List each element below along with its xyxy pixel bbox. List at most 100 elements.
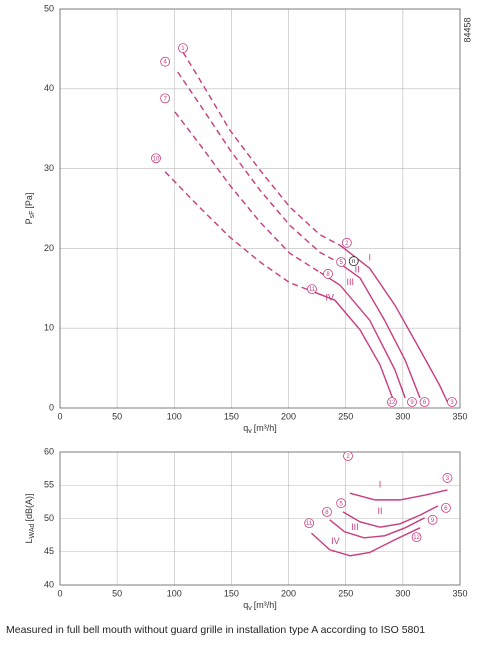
operating-point xyxy=(442,473,453,483)
operating-point xyxy=(178,43,188,54)
y-tick-label: 45 xyxy=(44,546,54,556)
operating-point-label: 4 xyxy=(163,60,167,66)
y-label-main: P xyxy=(24,218,34,224)
curve-dashed xyxy=(182,51,341,246)
x-tick-label: 250 xyxy=(338,588,353,598)
series-label: I xyxy=(379,480,382,490)
x-tick-label: 250 xyxy=(338,411,353,421)
operating-point xyxy=(407,397,417,407)
x-label-main: q xyxy=(243,600,248,610)
curve-solid xyxy=(349,489,448,501)
x-tick-label: 350 xyxy=(452,588,467,598)
caption: Measured in full bell mouth without guar… xyxy=(6,624,425,636)
x-tick-label: 50 xyxy=(112,588,122,598)
x-tick-label: 200 xyxy=(281,588,296,598)
series-label: III xyxy=(347,277,355,287)
plot-frame xyxy=(59,451,461,586)
operating-point xyxy=(322,506,332,517)
operating-point xyxy=(411,532,422,543)
operating-point-label: 1 xyxy=(181,46,185,52)
operating-point-label: 9 xyxy=(410,400,414,406)
operating-point-label: 11 xyxy=(309,287,316,293)
x-label-sub: v xyxy=(248,605,252,612)
x-tick-label: 200 xyxy=(281,411,296,421)
curve-solid xyxy=(314,291,394,399)
x-axis-label: qv [m³/h] xyxy=(243,423,277,434)
y-label-unit: [Pa] xyxy=(24,193,34,209)
operating-point xyxy=(427,514,438,525)
y-label-sub: sF xyxy=(29,211,36,219)
operating-point-label: 12 xyxy=(389,400,396,406)
y-tick-label: 0 xyxy=(49,402,54,412)
operating-point xyxy=(160,56,171,67)
y-tick-label: 20 xyxy=(44,243,54,253)
operating-point xyxy=(307,284,317,294)
operating-point xyxy=(341,237,352,248)
y-label-main: L xyxy=(24,538,34,543)
curve-solid xyxy=(319,271,406,399)
operating-point xyxy=(419,397,430,407)
x-tick-label: 100 xyxy=(167,588,182,598)
series-label: I xyxy=(368,252,371,262)
y-tick-label: 40 xyxy=(44,83,54,93)
x-tick-label: 350 xyxy=(452,411,467,421)
operating-point-label: 2 xyxy=(346,454,350,460)
x-label-unit: [m³/h] xyxy=(254,423,277,433)
operating-point-label: 3 xyxy=(446,476,450,482)
y-tick-label: 50 xyxy=(44,513,54,523)
operating-point-label: 10 xyxy=(153,156,160,162)
y-tick-label: 55 xyxy=(44,480,54,490)
series-label: II xyxy=(355,264,360,274)
curve-dashed xyxy=(177,71,339,263)
operating-point-label: 11 xyxy=(306,521,313,527)
x-tick-label: 150 xyxy=(224,411,239,421)
series-label: IV xyxy=(325,292,334,302)
y-tick-label: 60 xyxy=(44,446,54,456)
curve-solid xyxy=(337,261,421,399)
operating-point-label: 5 xyxy=(339,260,343,266)
curve-dashed xyxy=(174,111,321,273)
series-label: III xyxy=(351,522,359,532)
x-tick-label: 0 xyxy=(57,588,62,598)
series-label: II xyxy=(377,506,382,516)
curve-solid xyxy=(339,244,449,403)
x-tick-label: 50 xyxy=(112,411,122,421)
operating-point xyxy=(387,397,397,407)
y-tick-label: 50 xyxy=(44,3,54,13)
x-tick-label: 300 xyxy=(395,588,410,598)
operating-point xyxy=(336,257,347,267)
curve-solid xyxy=(310,527,421,557)
operating-point-label: 5 xyxy=(339,501,343,507)
y-tick-label: 30 xyxy=(44,163,54,173)
operating-point-label: 8 xyxy=(326,272,330,278)
curve-dashed xyxy=(164,171,316,293)
operating-point-label: n xyxy=(352,259,355,265)
operating-point-label: 7 xyxy=(163,96,167,102)
operating-point xyxy=(151,153,161,164)
y-tick-label: 10 xyxy=(44,323,54,333)
x-tick-label: 300 xyxy=(395,411,410,421)
curve-solid xyxy=(342,505,439,528)
x-label-unit: [m³/h] xyxy=(254,600,277,610)
operating-point xyxy=(323,269,333,279)
x-tick-label: 150 xyxy=(224,588,239,598)
operating-point xyxy=(348,256,359,267)
x-label-sub: v xyxy=(248,428,252,435)
x-tick-label: 100 xyxy=(167,411,182,421)
plot-frame xyxy=(59,8,461,409)
x-label-main: q xyxy=(243,423,248,433)
operating-point xyxy=(336,498,347,509)
operating-point-label: 12 xyxy=(413,535,420,541)
operating-point-label: 9 xyxy=(431,518,435,524)
operating-point-label: 6 xyxy=(444,506,448,512)
operating-point-label: 2 xyxy=(345,241,349,247)
curve-solid xyxy=(329,517,425,539)
operating-point xyxy=(441,502,451,513)
x-tick-label: 0 xyxy=(57,411,62,421)
operating-point-label: 8 xyxy=(325,510,329,516)
operating-point-label: 6 xyxy=(423,400,427,406)
y-label-unit: [dB(A)] xyxy=(24,494,34,522)
operating-point xyxy=(160,93,171,104)
y-tick-label: 40 xyxy=(44,579,54,589)
